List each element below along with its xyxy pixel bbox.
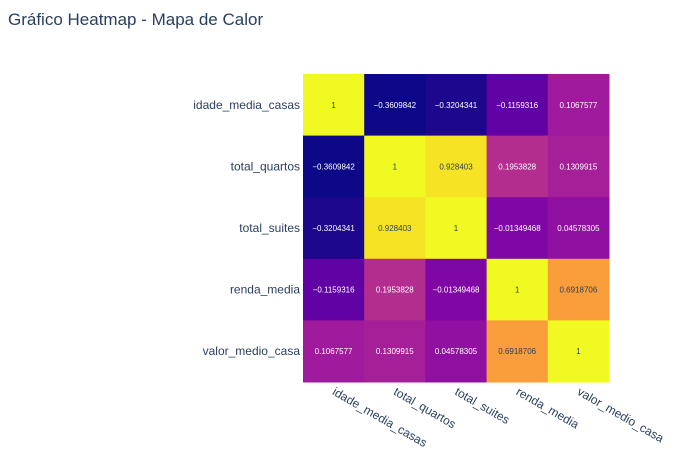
heatmap-cell-value: −0.01349468 bbox=[433, 286, 480, 295]
heatmap-cells: 1 −0.3609842 −0.3204341 −0.1159316 0.1067577… bbox=[303, 74, 610, 383]
heatmap-cell bbox=[303, 135, 365, 198]
heatmap-cell bbox=[425, 320, 488, 383]
heatmap-cell bbox=[425, 197, 488, 260]
y-axis-tick-label: valor_medio_casa bbox=[203, 344, 301, 358]
heatmap-cell bbox=[425, 135, 488, 198]
y-axis-tick-label: renda_media bbox=[230, 283, 300, 297]
heatmap-cell bbox=[364, 135, 426, 198]
heatmap-cell-value: 0.1067577 bbox=[559, 101, 597, 110]
x-axis-tick-label: total_suites bbox=[453, 384, 513, 426]
heatmap-cell bbox=[364, 197, 426, 260]
heatmap-cell-value: 0.1309915 bbox=[559, 162, 597, 171]
heatmap-cell-value: 0.6918706 bbox=[559, 286, 597, 295]
heatmap-cell bbox=[303, 74, 365, 137]
heatmap-cell bbox=[486, 320, 549, 383]
heatmap-cell bbox=[486, 258, 549, 321]
heatmap-cell bbox=[364, 74, 426, 137]
y-axis-tick-label: total_suites bbox=[239, 221, 300, 235]
y-axis-tick-label: idade_media_casas bbox=[193, 98, 300, 112]
heatmap-cell-value: 0.928403 bbox=[439, 162, 473, 171]
y-axis-tick-label: total_quartos bbox=[231, 159, 300, 173]
heatmap-cell-value: −0.01349468 bbox=[494, 224, 541, 233]
x-axis-tick-label: renda_media bbox=[514, 384, 582, 431]
heatmap-cell-value: −0.3204341 bbox=[312, 224, 355, 233]
x-axis-tick-label: valor_medio_casa bbox=[575, 384, 667, 445]
heatmap-cell bbox=[303, 197, 365, 260]
heatmap-cell-value: 0.1067577 bbox=[315, 347, 353, 356]
heatmap-cell-value: 1 bbox=[454, 224, 459, 233]
x-axis-tick-labels: idade_media_casastotal_quartostotal_suit… bbox=[330, 384, 666, 449]
heatmap-cell-value: −0.3609842 bbox=[374, 101, 417, 110]
heatmap-cell bbox=[303, 258, 365, 321]
heatmap-cell-value: 1 bbox=[576, 347, 581, 356]
heatmap-cell-value: 0.928403 bbox=[378, 224, 412, 233]
heatmap-cell-value: −0.3204341 bbox=[435, 101, 478, 110]
heatmap-cell-value: −0.3609842 bbox=[312, 162, 355, 171]
heatmap-cell bbox=[486, 197, 549, 260]
heatmap-cell-value: 0.04578305 bbox=[557, 224, 600, 233]
heatmap-cell bbox=[425, 74, 488, 137]
heatmap-cell-value: 1 bbox=[515, 286, 520, 295]
heatmap-cell bbox=[547, 135, 610, 198]
heatmap-cell bbox=[364, 320, 426, 383]
heatmap-cell-value: 0.1309915 bbox=[376, 347, 414, 356]
heatmap-cell-value: 1 bbox=[331, 101, 336, 110]
heatmap-cell-value: 0.04578305 bbox=[435, 347, 478, 356]
heatmap-cell-value: −0.1159316 bbox=[496, 101, 538, 110]
heatmap-cell bbox=[425, 258, 488, 321]
heatmap-cell bbox=[547, 74, 610, 137]
heatmap-cell bbox=[547, 258, 610, 321]
heatmap-cell bbox=[486, 74, 549, 137]
heatmap-cell-value: 0.6918706 bbox=[498, 347, 536, 356]
heatmap-cell bbox=[547, 320, 610, 383]
chart-title: Gráfico Heatmap - Mapa de Calor bbox=[8, 10, 263, 29]
heatmap-cell-value: 0.1953828 bbox=[376, 286, 414, 295]
heatmap-cell-value: 0.1953828 bbox=[498, 162, 536, 171]
heatmap-cell bbox=[364, 258, 426, 321]
heatmap-cell bbox=[486, 135, 549, 198]
heatmap-cell bbox=[303, 320, 365, 383]
y-axis-tick-labels: idade_media_casas total_quartos total_suit… bbox=[193, 98, 300, 358]
heatmap-cell-value: 1 bbox=[393, 162, 398, 171]
heatmap-cell bbox=[547, 197, 610, 260]
heatmap-cell-value: −0.1159316 bbox=[313, 286, 355, 295]
